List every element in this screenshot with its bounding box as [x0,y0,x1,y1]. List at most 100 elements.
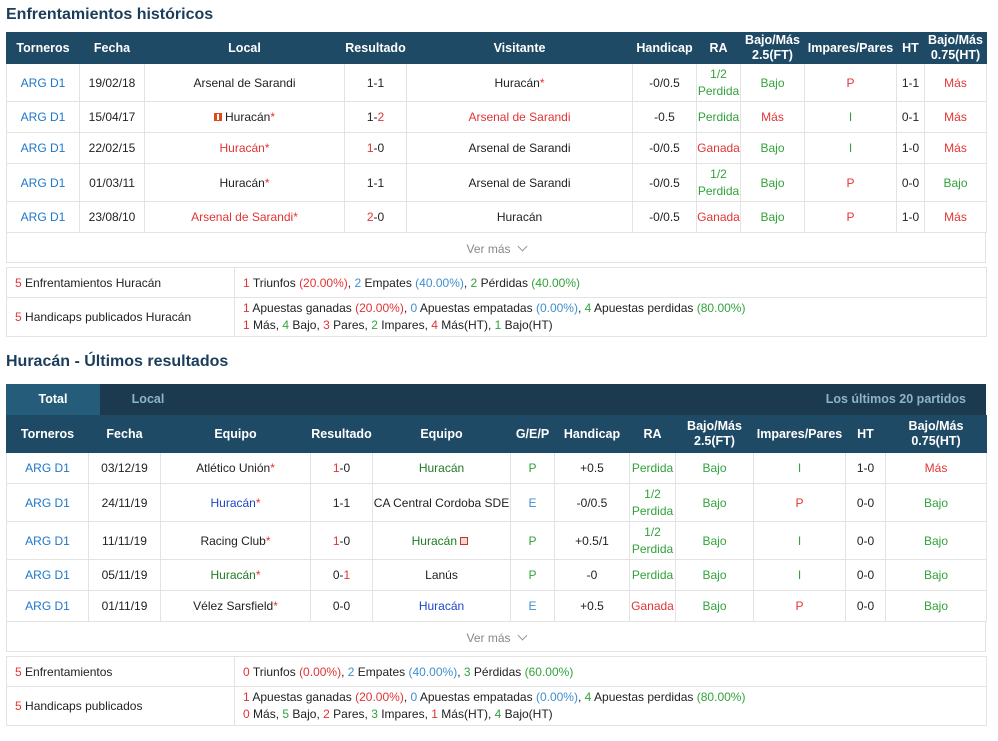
league-link[interactable]: ARG D1 [6,63,80,102]
match-date: 15/04/17 [79,101,145,133]
league-link[interactable]: ARG D1 [6,590,89,622]
last-matches-selector[interactable]: Los últimos 20 partidos [825,392,966,406]
ou-value: Bajo [740,163,805,202]
col-header: RA [629,415,676,453]
col-header: Handicap [632,32,697,64]
ht-score: 0-0 [896,163,925,202]
match-score[interactable]: 1-1 [344,163,407,202]
ou-value: Bajo [675,521,754,560]
away-team[interactable]: Arsenal de Sarandi [406,101,633,133]
ouht-value: Bajo [924,163,987,202]
match-score[interactable]: 1-2 [344,101,407,133]
match-score[interactable]: 0-1 [310,559,373,591]
ouht-value: Bajo [885,521,987,560]
match-score[interactable]: 1-1 [310,483,373,522]
h2h-title: Enfrentamientos históricos [6,6,214,23]
match-score[interactable]: 1-1 [344,63,407,102]
away-team[interactable]: Huracán [372,590,511,622]
home-team[interactable]: Huracán* [160,559,311,591]
away-team[interactable]: CA Central Cordoba SDE [372,483,511,522]
handicap-value: -0/0.5 [632,201,697,233]
home-team[interactable]: Arsenal de Sarandi [144,63,345,102]
table-row: ARG D1 05/11/19 Huracán* 0-1 Lanús P -0 … [6,559,987,591]
col-header: Bajo/Más 2.5(FT) [675,415,754,453]
col-header: Resultado [344,32,407,64]
handicap-value: +0.5/1 [554,521,630,560]
home-team[interactable]: Huracán* [144,163,345,202]
summary-row: 5 Handicaps publicados Huracán 1 Apuesta… [6,297,987,337]
h2h-header-row: Torneros Fecha Local Resultado Visitante… [6,32,987,64]
match-date: 01/11/19 [88,590,161,622]
away-team[interactable]: Huracán [372,452,511,484]
table-row: ARG D1 03/12/19 Atlético Unión* 1-0 Hura… [6,452,987,484]
oe-value: I [753,521,846,560]
recent-table: Torneros Fecha Equipo Resultado Equipo G… [6,415,987,622]
recent-summary: 5 Enfrentamientos 0 Triunfos (0.00%), 2 … [6,656,987,726]
handicap-value: -0/0.5 [632,63,697,102]
col-header: Torneros [6,415,89,453]
league-link[interactable]: ARG D1 [6,201,80,233]
ou-value: Bajo [675,559,754,591]
home-team[interactable]: Racing Club* [160,521,311,560]
league-link[interactable]: ARG D1 [6,559,89,591]
oe-value: I [753,559,846,591]
match-score[interactable]: 1-0 [310,521,373,560]
ou-value: Bajo [675,590,754,622]
league-link[interactable]: ARG D1 [6,101,80,133]
tab-local[interactable]: Local [131,392,165,406]
ou-value: Bajo [675,483,754,522]
home-team[interactable]: Huracán* [160,483,311,522]
h2h-summary: 5 Enfrentamientos Huracán 1 Triunfos (20… [6,267,987,337]
away-team[interactable]: Huracán* [406,63,633,102]
away-team[interactable]: Lanús [372,559,511,591]
match-score[interactable]: 2-0 [344,201,407,233]
match-score[interactable]: 0-0 [310,590,373,622]
home-team[interactable]: Huracán* [144,101,345,133]
ouht-value: Más [924,132,987,164]
ht-score: 0-1 [896,101,925,133]
col-header: Bajo/Más 0.75(HT) [885,415,987,453]
league-link[interactable]: ARG D1 [6,132,80,164]
match-score[interactable]: 1-0 [310,452,373,484]
ou-value: Más [740,101,805,133]
col-header: Impares/Pares [804,32,897,64]
match-date: 24/11/19 [88,483,161,522]
home-team[interactable]: Vélez Sarsfield* [160,590,311,622]
summary-row: 5 Enfrentamientos 0 Triunfos (0.00%), 2 … [6,656,987,687]
table-row: ARG D1 22/02/15 Huracán* 1-0 Arsenal de … [6,132,987,164]
ra-value: Ganada [696,201,741,233]
summary-row: 5 Enfrentamientos Huracán 1 Triunfos (20… [6,267,987,298]
ou-value: Bajo [740,63,805,102]
table-row: ARG D1 11/11/19 Racing Club* 1-0 Huracán… [6,521,987,560]
ouht-value: Bajo [885,483,987,522]
league-link[interactable]: ARG D1 [6,452,89,484]
away-team[interactable]: Huracán [406,201,633,233]
ver-mas-button[interactable]: Ver más [6,233,986,263]
handicap-value: -0 [554,559,630,591]
ou-value: Bajo [740,132,805,164]
league-link[interactable]: ARG D1 [6,483,89,522]
summary-label: 5 Enfrentamientos Huracán [6,267,235,298]
ver-mas-button[interactable]: Ver más [6,622,986,652]
ht-score: 1-0 [896,201,925,233]
match-score[interactable]: 1-0 [344,132,407,164]
away-team[interactable]: Arsenal de Sarandi [406,163,633,202]
chevron-down-icon [517,241,527,252]
match-date: 05/11/19 [88,559,161,591]
col-header: Resultado [310,415,373,453]
league-link[interactable]: ARG D1 [6,163,80,202]
tab-total[interactable]: Total [6,384,100,415]
home-team[interactable]: Huracán* [144,132,345,164]
oe-value: P [804,201,897,233]
col-header: Bajo/Más 0.75(HT) [924,32,987,64]
home-team[interactable]: Atlético Unión* [160,452,311,484]
home-team[interactable]: Arsenal de Sarandi* [144,201,345,233]
col-header: Equipo [372,415,511,453]
handicap-value: -0/0.5 [632,132,697,164]
league-link[interactable]: ARG D1 [6,521,89,560]
away-team[interactable]: Huracán [372,521,511,560]
ra-value: Perdida [696,101,741,133]
ouht-value: Más [924,201,987,233]
away-team[interactable]: Arsenal de Sarandi [406,132,633,164]
summary-label: 5 Handicaps publicados Huracán [6,297,235,337]
